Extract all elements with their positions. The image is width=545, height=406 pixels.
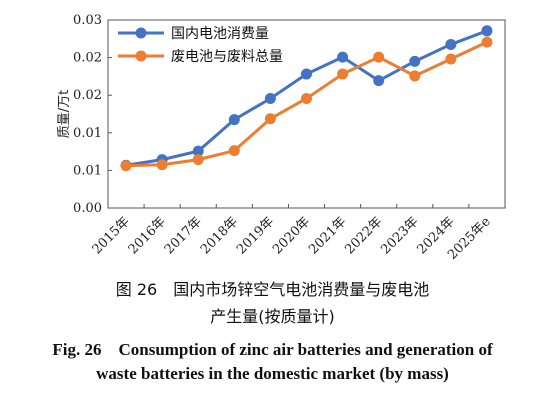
data-point — [337, 68, 349, 80]
data-point — [481, 25, 493, 37]
y-tick-label: 0.02 — [73, 88, 102, 103]
data-point — [264, 92, 276, 104]
y-axis-label: 质量/万t — [57, 90, 72, 138]
x-tick-label: 2016年 — [126, 214, 169, 257]
legend-marker — [135, 50, 147, 62]
legend-entry-1: 国内电池消费量 — [118, 26, 269, 42]
figure-caption-cn-line1: 图 26 国内市场锌空气电池消费量与废电池 — [115, 280, 430, 299]
x-tick-label: 2019年 — [234, 214, 277, 257]
y-tick-label: 0.02 — [73, 51, 102, 66]
legend-marker — [135, 27, 147, 39]
x-tick-label: 2018年 — [198, 214, 241, 257]
figure-caption-cn-line2: 产生量(按质量计) — [210, 307, 335, 326]
y-tick-label: 0.00 — [73, 201, 102, 216]
data-point — [228, 114, 240, 126]
data-point — [337, 51, 349, 63]
data-point — [373, 51, 385, 63]
y-tick-label: 0.01 — [73, 163, 102, 178]
data-point — [445, 38, 457, 50]
data-point — [373, 75, 385, 87]
line-chart: 0.000.010.010.020.020.032015年2016年2017年2… — [57, 13, 506, 263]
series-layer — [120, 25, 493, 172]
data-point — [120, 160, 132, 172]
data-point — [301, 92, 312, 104]
data-point — [264, 113, 276, 125]
data-point — [156, 159, 168, 171]
data-point — [481, 36, 493, 48]
data-point — [192, 145, 204, 157]
data-point — [192, 154, 204, 166]
legend-label: 国内电池消费量 — [171, 26, 269, 42]
y-tick-label: 0.01 — [73, 126, 102, 141]
x-tick-label: 2020年 — [270, 214, 313, 257]
y-tick-label: 0.03 — [73, 13, 102, 28]
data-point — [228, 145, 240, 157]
figure-caption-en-line1: Fig. 26 Consumption of zinc air batterie… — [52, 340, 493, 359]
legend-label: 废电池与废料总量 — [171, 49, 283, 65]
x-tick-label: 2017年 — [162, 214, 205, 257]
x-tick-label: 2021年 — [306, 214, 349, 257]
figure-caption-en-line2: waste batteries in the domestic market (… — [96, 364, 449, 383]
series-2 — [120, 36, 493, 172]
x-tick-label: 2022年 — [342, 214, 385, 257]
data-point — [301, 68, 312, 80]
plot-frame — [107, 19, 506, 209]
data-point — [409, 70, 421, 82]
chart-axes — [107, 19, 506, 209]
legend-entry-2: 废电池与废料总量 — [118, 49, 283, 65]
data-point — [409, 55, 421, 67]
x-tick-label: 2015年 — [90, 214, 133, 257]
data-point — [445, 53, 457, 65]
x-tick-label: 2023年 — [378, 214, 421, 257]
